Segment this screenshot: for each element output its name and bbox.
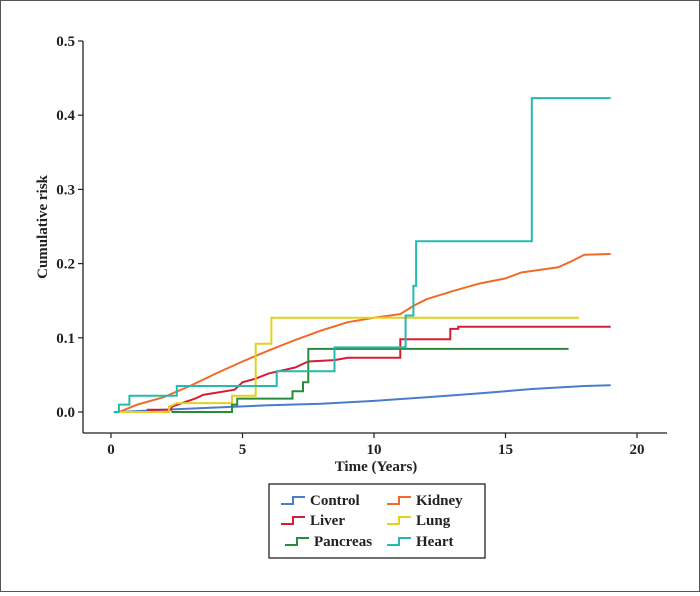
x-tick-label: 10	[367, 442, 382, 458]
x-axis-label: Time (Years)	[335, 459, 418, 475]
y-axis-label: Cumulative risk	[35, 174, 51, 278]
axes-group: 0.0 0.1 0.2 0.3 0.4 0.5 0 5 10 15 20	[56, 34, 667, 458]
x-tick-label: 5	[239, 442, 247, 458]
legend-label-heart: Heart	[416, 534, 453, 550]
series-line-kidney	[118, 253, 611, 413]
legend-label-liver: Liver	[310, 513, 345, 529]
legend-label-control: Control	[310, 493, 360, 509]
legend-label-lung: Lung	[416, 513, 451, 529]
series-line-heart	[113, 97, 611, 413]
series-lines-group	[113, 97, 611, 413]
y-tick-label: 0.3	[56, 182, 75, 198]
legend: Control Kidney Liver Lung Pancreas Heart	[268, 483, 486, 559]
legend-key-control	[281, 496, 305, 505]
y-tick-label: 0.0	[56, 405, 75, 421]
legend-label-kidney: Kidney	[416, 493, 463, 509]
y-tick-label: 0.2	[56, 257, 75, 273]
y-tick-label: 0.1	[56, 331, 75, 347]
series-line-pancreas	[171, 347, 569, 413]
y-tick-label: 0.5	[56, 34, 75, 50]
series-line-lung	[118, 316, 580, 413]
legend-label-pancreas: Pancreas	[314, 534, 372, 550]
legend-key-heart	[387, 537, 411, 546]
x-tick-label: 0	[107, 442, 115, 458]
series-line-control	[118, 384, 611, 413]
legend-key-lung	[387, 516, 411, 525]
y-tick-label: 0.4	[56, 108, 75, 124]
legend-key-pancreas	[285, 537, 309, 546]
x-tick-label: 15	[498, 442, 513, 458]
x-tick-label: 20	[630, 442, 645, 458]
legend-key-liver	[281, 516, 305, 525]
series-line-liver	[146, 325, 611, 412]
legend-key-kidney	[387, 496, 411, 505]
